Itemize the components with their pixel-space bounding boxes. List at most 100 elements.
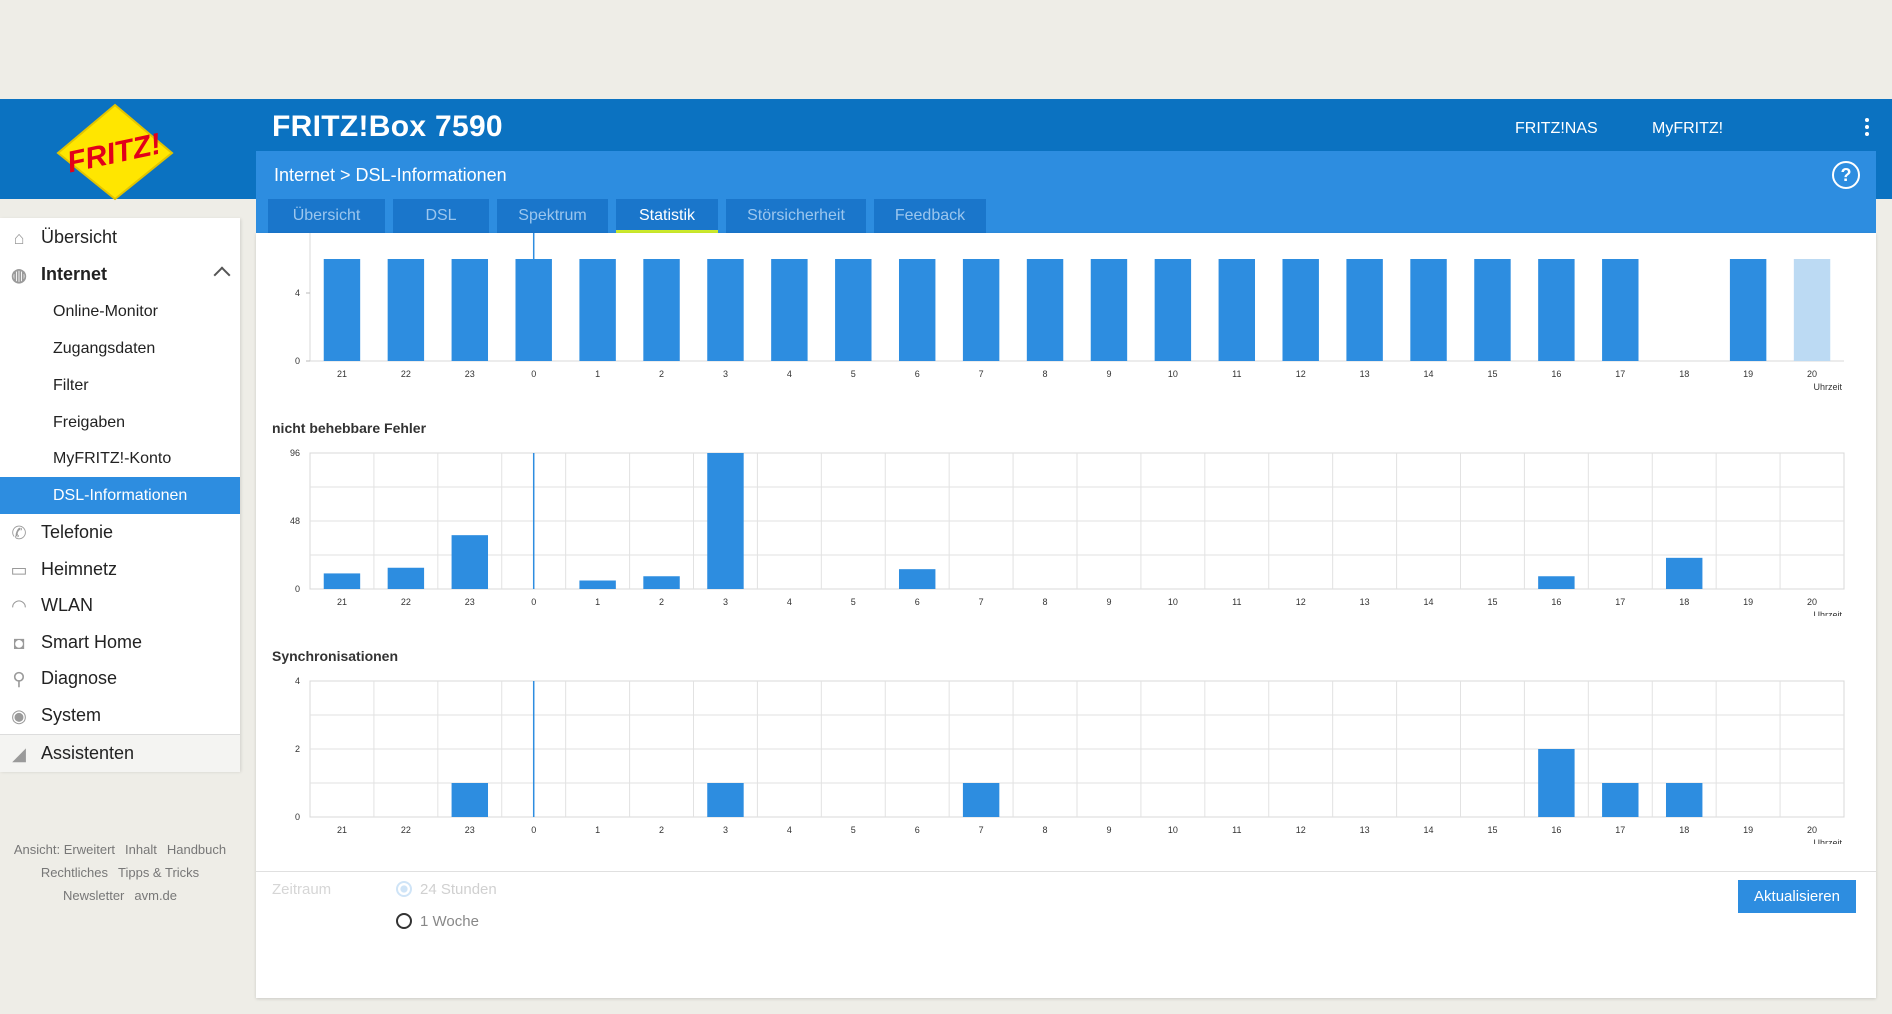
x-tick-label: 0 [531, 597, 536, 607]
chart-title-nicht-behebbare-fehler: nicht behebbare Fehler [272, 420, 427, 436]
more-menu-icon[interactable] [1864, 118, 1870, 140]
breadcrumb[interactable]: Internet > DSL-Informationen [274, 165, 507, 185]
x-tick-label: 10 [1168, 825, 1178, 835]
tab-uebersicht[interactable]: Übersicht [268, 199, 385, 233]
sidebar-subitem-dsl-informationen[interactable]: DSL-Informationen [0, 477, 240, 514]
smart-home-icon: ◘ [13, 633, 25, 653]
x-tick-label: 18 [1679, 369, 1689, 379]
help-icon[interactable]: ? [1832, 161, 1860, 189]
x-tick-label: 16 [1551, 825, 1561, 835]
sidebar-item-internet[interactable]: ◍ Internet [0, 256, 240, 293]
fritz-logo[interactable]: FRITZ! [50, 103, 180, 203]
system-icon: ◉ [11, 706, 27, 726]
sidebar-item-telefonie[interactable]: ✆ Telefonie [0, 514, 240, 551]
bar-22 [387, 567, 425, 589]
x-tick-label: 8 [1043, 369, 1048, 379]
x-axis-unit-label: Uhrzeit [1813, 610, 1842, 616]
radio-24-stunden[interactable] [396, 881, 412, 897]
x-tick-label: 15 [1487, 825, 1497, 835]
bar-11 [1218, 259, 1256, 361]
x-tick-label: 21 [337, 597, 347, 607]
sidebar-item-wlan[interactable]: ◠ WLAN [0, 587, 240, 624]
sidebar-subitem-filter[interactable]: Filter [0, 367, 240, 404]
x-tick-label: 12 [1296, 369, 1306, 379]
bar-3 [707, 783, 744, 817]
sidebar-subitem-label: Freigaben [53, 414, 126, 431]
sub-header: Internet > DSL-Informationen ? Übersicht… [256, 151, 1876, 233]
footer-link[interactable]: Handbuch [166, 842, 227, 857]
sidebar-subitem-label: Zugangsdaten [53, 340, 156, 357]
tab-statistik[interactable]: Statistik [616, 199, 718, 233]
sidebar-subitem-zugangsdaten[interactable]: Zugangsdaten [0, 330, 240, 367]
radio-1-woche[interactable] [396, 913, 412, 929]
x-tick-label: 11 [1232, 597, 1241, 607]
x-tick-label: 5 [851, 369, 856, 379]
sidebar-item-label: Übersicht [41, 227, 118, 247]
x-tick-label: 22 [401, 825, 411, 835]
sidebar-subitem-online-monitor[interactable]: Online-Monitor [0, 293, 240, 330]
tab-spektrum[interactable]: Spektrum [497, 199, 608, 233]
tab-stoersicherheit[interactable]: Störsicherheit [726, 199, 866, 233]
bar-6 [898, 259, 936, 361]
x-tick-label: 8 [1043, 825, 1048, 835]
y-tick-label: 2 [295, 744, 300, 754]
bar-23 [451, 783, 489, 817]
sidebar-subitem-freigaben[interactable]: Freigaben [0, 404, 240, 441]
x-tick-label: 18 [1679, 825, 1689, 835]
footer-link[interactable]: Newsletter [62, 888, 125, 903]
sidebar-item-system[interactable]: ◉ System [0, 697, 240, 734]
bar-12 [1282, 259, 1319, 361]
footer-link[interactable]: Inhalt [125, 842, 157, 857]
x-tick-label: 9 [1106, 825, 1111, 835]
x-tick-label: 17 [1615, 369, 1625, 379]
x-tick-label: 2 [659, 597, 664, 607]
bar-23 [451, 259, 489, 361]
tab-dsl[interactable]: DSL [393, 199, 489, 233]
sidebar-subitem-label: MyFRITZ!-Konto [53, 450, 172, 467]
sidebar-item-heimnetz[interactable]: ▭ Heimnetz [0, 551, 240, 588]
bar-3 [707, 259, 744, 361]
x-tick-label: 13 [1360, 597, 1370, 607]
bar-0 [515, 259, 552, 361]
tab-feedback[interactable]: Feedback [874, 199, 986, 233]
footer-link[interactable]: avm.de [134, 888, 178, 903]
x-tick-label: 3 [723, 597, 728, 607]
x-tick-label: 20 [1807, 369, 1817, 379]
footer-link[interactable]: Ansicht: Erweitert [13, 842, 116, 857]
y-tick-label: 0 [295, 584, 300, 594]
bar-1 [579, 580, 616, 589]
bar-10 [1154, 259, 1192, 361]
fritz-nas-link[interactable]: FRITZ!NAS [1515, 120, 1598, 137]
y-tick-label: 4 [295, 288, 300, 298]
bar-18 [1665, 783, 1703, 817]
bar-7 [962, 259, 1000, 361]
x-tick-label: 22 [401, 369, 411, 379]
sidebar-item-uebersicht[interactable]: ⌂ Übersicht [0, 219, 240, 256]
sidebar-item-diagnose[interactable]: ⚲ Diagnose [0, 660, 240, 697]
sidebar-subitem-myfritz-konto[interactable]: MyFRITZ!-Konto [0, 440, 240, 477]
x-tick-label: 16 [1551, 597, 1561, 607]
footer-link[interactable]: Tipps & Tricks [118, 865, 200, 880]
bar-21 [323, 573, 361, 589]
home-icon: ⌂ [13, 228, 25, 248]
x-tick-label: 2 [659, 825, 664, 835]
tab-bar: Übersicht DSL Spektrum Statistik Störsic… [268, 199, 986, 233]
wizard-icon: ◢ [12, 744, 26, 764]
x-tick-label: 11 [1232, 825, 1241, 835]
bar-16 [1538, 749, 1575, 817]
x-tick-label: 22 [401, 597, 411, 607]
sidebar-item-smart-home[interactable]: ◘ Smart Home [0, 624, 240, 661]
footer-link[interactable]: Rechtliches [40, 865, 109, 880]
bar-23 [451, 535, 489, 589]
bar-19 [1729, 259, 1767, 361]
y-tick-label: 0 [295, 356, 300, 366]
bar-15 [1474, 259, 1511, 361]
myfritz-link[interactable]: MyFRITZ! [1652, 120, 1724, 137]
radio-label-1-woche: 1 Woche [420, 913, 479, 930]
aktualisieren-button[interactable]: Aktualisieren [1738, 880, 1856, 913]
sidebar-item-assistenten[interactable]: ◢ Assistenten [0, 734, 240, 772]
radio-label-24-stunden: 24 Stunden [420, 881, 497, 898]
bar-7 [962, 783, 1000, 817]
x-tick-label: 23 [465, 597, 475, 607]
bar-4 [771, 259, 808, 361]
